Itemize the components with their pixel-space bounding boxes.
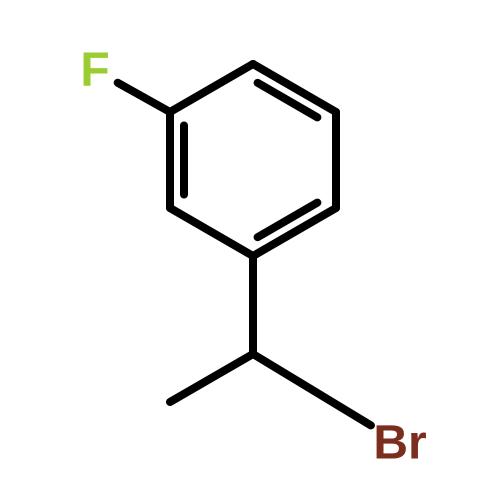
atom-label-br: Br — [373, 417, 426, 470]
bond-line — [170, 64, 253, 112]
atom-label-f: F — [80, 44, 109, 97]
bond-line — [170, 354, 253, 402]
molecule-diagram: F Br — [0, 0, 500, 500]
bond-line — [118, 83, 170, 112]
bond-line — [170, 208, 253, 256]
bond-line — [253, 354, 371, 425]
